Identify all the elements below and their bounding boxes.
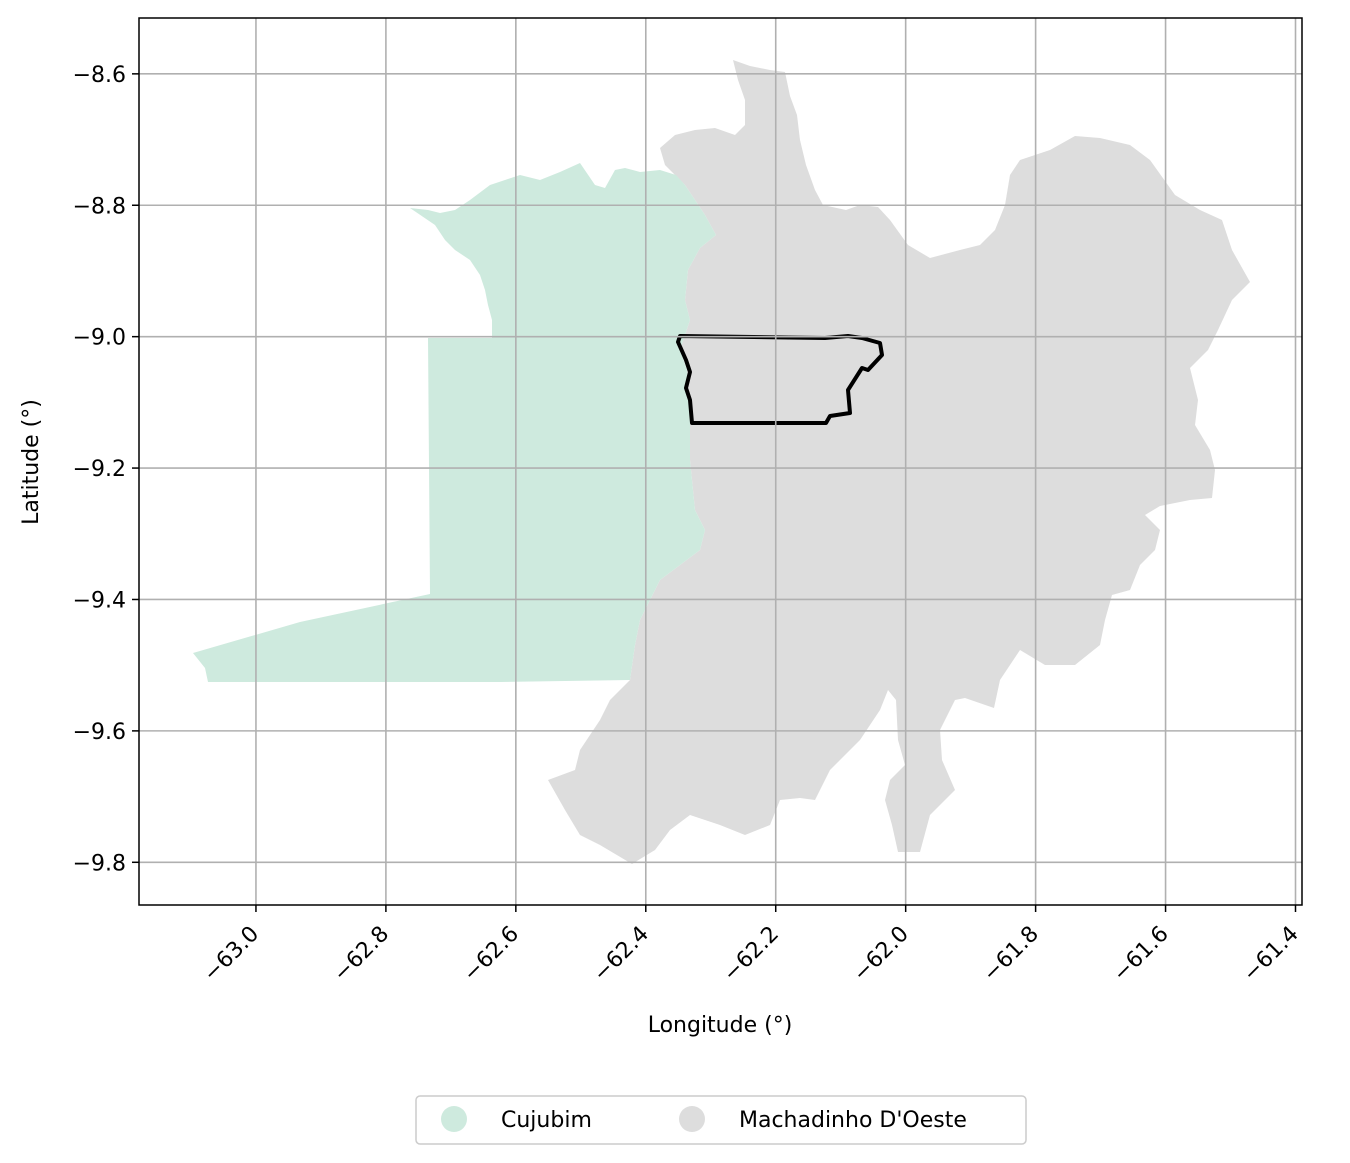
x-tick-label: −62.0 — [849, 922, 914, 987]
legend-marker-cujubim — [441, 1106, 467, 1132]
y-axis-label: Latitude (°) — [19, 399, 44, 525]
x-tick-label: −61.4 — [1238, 922, 1303, 987]
y-tick-label: −9.0 — [73, 326, 126, 351]
x-tick-label: −62.8 — [329, 922, 394, 987]
gridlines — [139, 18, 1302, 905]
x-tick-label: −63.0 — [199, 922, 264, 987]
y-tick-label: −9.6 — [73, 720, 126, 745]
x-tick-label: −61.6 — [1108, 922, 1173, 987]
x-tick-label: −62.6 — [459, 922, 524, 987]
x-axis-label: Longitude (°) — [648, 1013, 793, 1038]
x-tick-label: −62.2 — [719, 922, 784, 987]
y-tick-label: −8.8 — [73, 194, 126, 219]
y-tick-label: −8.6 — [73, 63, 126, 88]
legend: Cujubim Machadinho D'Oeste — [415, 1095, 1027, 1145]
y-tick-label: −9.2 — [73, 457, 126, 482]
y-tick-label: −9.8 — [73, 851, 126, 876]
legend-label-cujubim: Cujubim — [501, 1108, 592, 1133]
y-axis-ticks: −8.6 −8.8 −9.0 −9.2 −9.4 −9.6 −9.8 — [73, 63, 139, 876]
region-machadinho — [548, 60, 1250, 864]
legend-marker-machadinho — [679, 1106, 705, 1132]
region-cujubim — [193, 163, 716, 682]
x-tick-label: −61.8 — [979, 922, 1044, 987]
highlight-outline — [676, 334, 884, 425]
x-axis-ticks: −63.0 −62.8 −62.6 −62.4 −62.2 −62.0 −61.8 −61.6… — [199, 905, 1304, 987]
legend-label-machadinho: Machadinho D'Oeste — [739, 1108, 967, 1133]
legend-frame — [415, 1095, 1027, 1145]
plot-frame — [138, 17, 1303, 906]
x-tick-label: −62.4 — [589, 922, 654, 987]
y-tick-label: −9.4 — [73, 588, 126, 613]
